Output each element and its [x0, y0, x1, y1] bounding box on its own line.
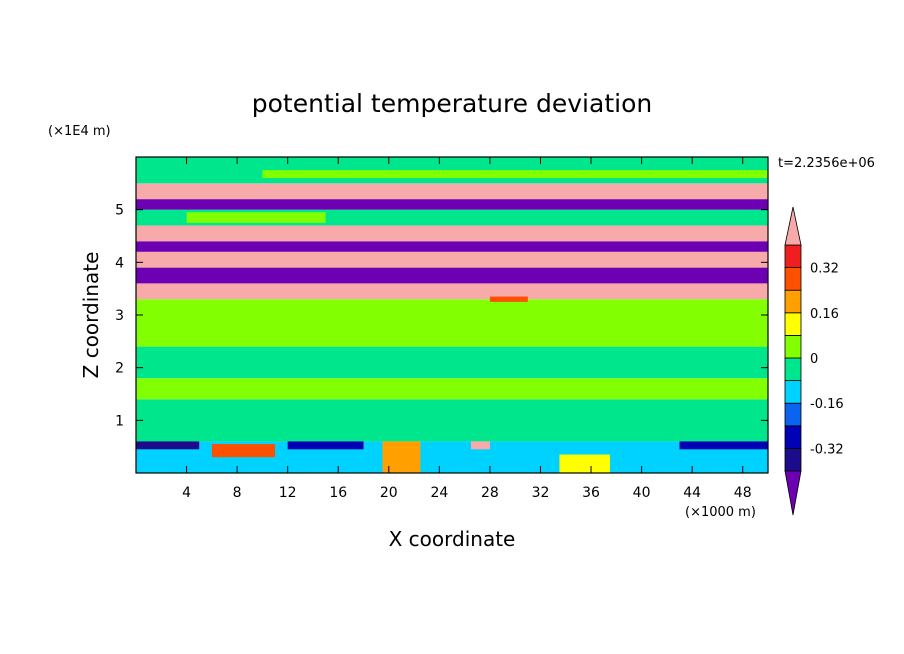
contour-patch — [136, 441, 200, 450]
colorbar-swatch — [784, 312, 802, 336]
contour-band — [136, 157, 768, 184]
y-axis-ticks: 1 2 3 4 5 — [115, 203, 768, 429]
x-axis-ticks: 4 8 12 16 20 24 28 32 36 40 44 48 — [182, 157, 752, 501]
colorbar-label: -0.16 — [810, 397, 844, 412]
colorbar-swatch — [784, 402, 802, 427]
contour-band — [136, 299, 768, 347]
plot-area — [136, 157, 768, 473]
contour-patch — [559, 454, 610, 473]
colorbar-label: 0.16 — [810, 307, 839, 322]
contour-band — [136, 225, 768, 242]
colorbar-swatch — [784, 380, 802, 404]
x-tick-label: 24 — [430, 485, 448, 501]
x-tick-label: 8 — [233, 485, 242, 501]
contour-patch — [382, 441, 421, 473]
y-unit-label: (×1E4 m) — [48, 124, 111, 139]
contour-patch — [287, 441, 364, 450]
x-tick-label: 20 — [380, 485, 398, 501]
contour-patch — [186, 212, 326, 223]
colorbar-label: 0 — [810, 352, 818, 367]
y-axis-label: Z coordinate — [79, 252, 103, 379]
colorbar-swatch — [784, 357, 802, 382]
time-label: t=2.2356e+06 — [778, 156, 875, 171]
colorbar-swatch — [784, 425, 802, 449]
contour-band — [136, 346, 768, 379]
contour-patch — [679, 441, 768, 450]
colorbar-swatch — [784, 267, 802, 291]
x-tick-label: 16 — [329, 485, 347, 501]
x-tick-label: 36 — [582, 485, 600, 501]
x-tick-label: 28 — [481, 485, 499, 501]
x-tick-label: 48 — [734, 485, 752, 501]
contour-band — [136, 283, 768, 300]
y-tick-label: 1 — [115, 413, 124, 429]
y-tick-label: 3 — [115, 308, 124, 324]
chart-title: potential temperature deviation — [252, 89, 652, 118]
colorbar-swatch — [784, 289, 802, 314]
colorbar-over-arrow — [784, 206, 802, 246]
y-tick-label: 5 — [115, 203, 124, 219]
colorbar-label: 0.32 — [810, 262, 839, 277]
x-tick-label: 12 — [279, 485, 297, 501]
contour-band — [136, 241, 768, 252]
colorbar-label: -0.32 — [810, 442, 844, 457]
contour-patch — [470, 441, 490, 450]
colorbar-under-arrow — [784, 470, 802, 516]
y-tick-label: 4 — [115, 255, 124, 271]
colorbar-swatch — [784, 447, 802, 472]
contour-patch — [262, 170, 768, 179]
x-axis-label: X coordinate — [389, 527, 516, 551]
x-unit-label: (×1000 m) — [685, 505, 756, 520]
colorbar-swatch — [784, 244, 802, 269]
contour-patch — [211, 444, 276, 458]
x-tick-label: 44 — [683, 485, 701, 501]
contour-band — [136, 399, 768, 442]
contour-patch — [489, 296, 528, 302]
contour-bands — [136, 157, 768, 473]
contour-band — [136, 251, 768, 268]
x-tick-label: 40 — [633, 485, 651, 501]
contour-band — [136, 378, 768, 400]
contour-band — [136, 183, 768, 200]
colorbar: -0.32 -0.16 0 0.16 0.32 — [784, 206, 844, 516]
colorbar-swatch — [784, 334, 802, 359]
x-tick-label: 32 — [532, 485, 550, 501]
y-tick-label: 2 — [115, 361, 124, 377]
contour-band — [136, 267, 768, 284]
x-tick-label: 4 — [182, 485, 191, 501]
contour-band — [136, 199, 768, 210]
